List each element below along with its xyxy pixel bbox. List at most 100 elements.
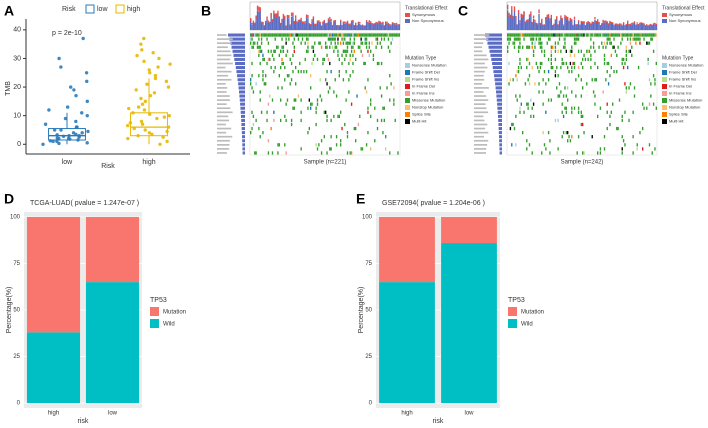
- mutation-cell: [340, 110, 342, 114]
- mutation-cell: [537, 33, 539, 37]
- mutation-cell: [357, 33, 360, 37]
- point: [140, 122, 145, 126]
- mutation-cell: [325, 110, 327, 114]
- mutation-cell: [617, 33, 619, 37]
- y-axis-label: TMB: [5, 81, 12, 96]
- mutation-cell: [590, 53, 592, 57]
- gene-bar: [242, 143, 245, 147]
- mutation-cell: [262, 57, 264, 62]
- mutation-cell: [326, 53, 328, 57]
- mutation-cell: [259, 45, 261, 49]
- mutation-cell: [263, 33, 265, 37]
- mutation-cell: [341, 126, 343, 131]
- mutation-cell: [597, 33, 599, 37]
- tmb-bar-ns: [252, 22, 255, 30]
- tmb-bar-ns: [590, 23, 592, 30]
- mutation-label: Missense Mutation: [412, 98, 445, 103]
- mutation-cell: [280, 118, 282, 123]
- tmb-bar-ns: [603, 22, 606, 30]
- mutation-cell: [255, 118, 257, 123]
- mutation-cell: [532, 114, 535, 118]
- mutation-cell: [631, 45, 633, 49]
- tmb-bar-ns: [348, 23, 350, 30]
- bar-segment: [441, 217, 497, 244]
- mutation-cell: [296, 33, 298, 37]
- tmb-bar-ns: [326, 22, 328, 30]
- mutation-cell: [545, 110, 547, 114]
- mutation-cell: [642, 33, 644, 37]
- gene-label: [474, 34, 490, 36]
- tmb-bar-s: [631, 22, 633, 25]
- gene-label: [217, 123, 226, 126]
- point: [156, 65, 160, 69]
- mutation-cell: [326, 82, 328, 86]
- tmb-bar-s: [251, 23, 253, 25]
- tmb-bar-ns: [553, 24, 555, 30]
- tmb-bar-s: [300, 17, 302, 21]
- tmb-bar-ns: [513, 10, 516, 30]
- mutation-cell: [648, 143, 651, 147]
- mutation-cell: [602, 33, 604, 37]
- tmb-bar-s: [650, 23, 652, 26]
- mutation-cell: [340, 143, 342, 147]
- mutation-cell: [635, 41, 637, 45]
- mutation-cell: [267, 41, 270, 45]
- point: [139, 96, 143, 101]
- mutation-cell: [541, 49, 543, 53]
- mutation-cell: [509, 78, 512, 82]
- gene-label: [217, 111, 233, 114]
- mutation-cell: [289, 57, 291, 62]
- mutation-cell: [315, 122, 317, 127]
- mutation-cell: [576, 151, 578, 155]
- tmb-bar-ns: [637, 24, 640, 30]
- tmb-bar-ns: [374, 24, 376, 30]
- tmb-bar-s: [603, 20, 606, 23]
- mutation-cell: [558, 37, 561, 41]
- mutation-cell: [252, 45, 255, 49]
- mutation-cell: [307, 33, 309, 37]
- mutation-cell: [647, 33, 649, 37]
- effect-label: Non Synonymous: [669, 18, 701, 23]
- tmb-bar-ns: [531, 22, 533, 30]
- mutation-cell: [371, 33, 373, 37]
- gene-label: [474, 95, 487, 97]
- mutation-cell: [325, 78, 327, 82]
- mutation-cell: [655, 61, 657, 66]
- tmb-bar-ns: [265, 22, 267, 30]
- legend-label: Mutation: [521, 310, 544, 316]
- tmb-bar-ns: [391, 23, 394, 30]
- chart-title: TCGA-LUAD( pvalue = 1.247e-07 ): [30, 200, 139, 207]
- mutation-cell: [509, 37, 512, 41]
- mutation-cell: [300, 33, 302, 37]
- y-tick-label: 0: [17, 141, 21, 148]
- mutation-cell: [349, 57, 351, 62]
- mutation-cell: [273, 33, 275, 37]
- tmb-bar-s: [393, 22, 395, 25]
- gene-bar: [499, 151, 502, 155]
- mutation-cell: [637, 65, 640, 70]
- mutation-cell: [346, 151, 349, 155]
- mutation-cell: [652, 74, 655, 78]
- tmb-bar-s: [265, 20, 267, 23]
- point: [80, 111, 84, 115]
- mutation-cell: [607, 37, 610, 41]
- mutation-cell: [337, 37, 339, 41]
- point: [135, 53, 139, 58]
- bar-segment: [379, 217, 435, 283]
- mutation-cell: [517, 49, 520, 53]
- mutation-cell: [350, 45, 353, 49]
- effect-key: [405, 13, 410, 17]
- mutation-cell: [576, 33, 578, 37]
- mutation-cell: [613, 33, 615, 37]
- gene-label: [474, 66, 488, 69]
- tmb-bar-ns: [564, 17, 566, 30]
- mutation-cell: [512, 41, 514, 45]
- mutation-cell: [606, 41, 608, 45]
- gene-bar: [237, 78, 245, 82]
- tmb-bar-s: [586, 22, 588, 24]
- mutation-cell: [539, 41, 542, 45]
- mutation-cell: [519, 41, 521, 45]
- tmb-bar-s: [552, 24, 554, 26]
- tmb-bar-ns: [301, 22, 304, 30]
- mutation-cell: [532, 37, 535, 41]
